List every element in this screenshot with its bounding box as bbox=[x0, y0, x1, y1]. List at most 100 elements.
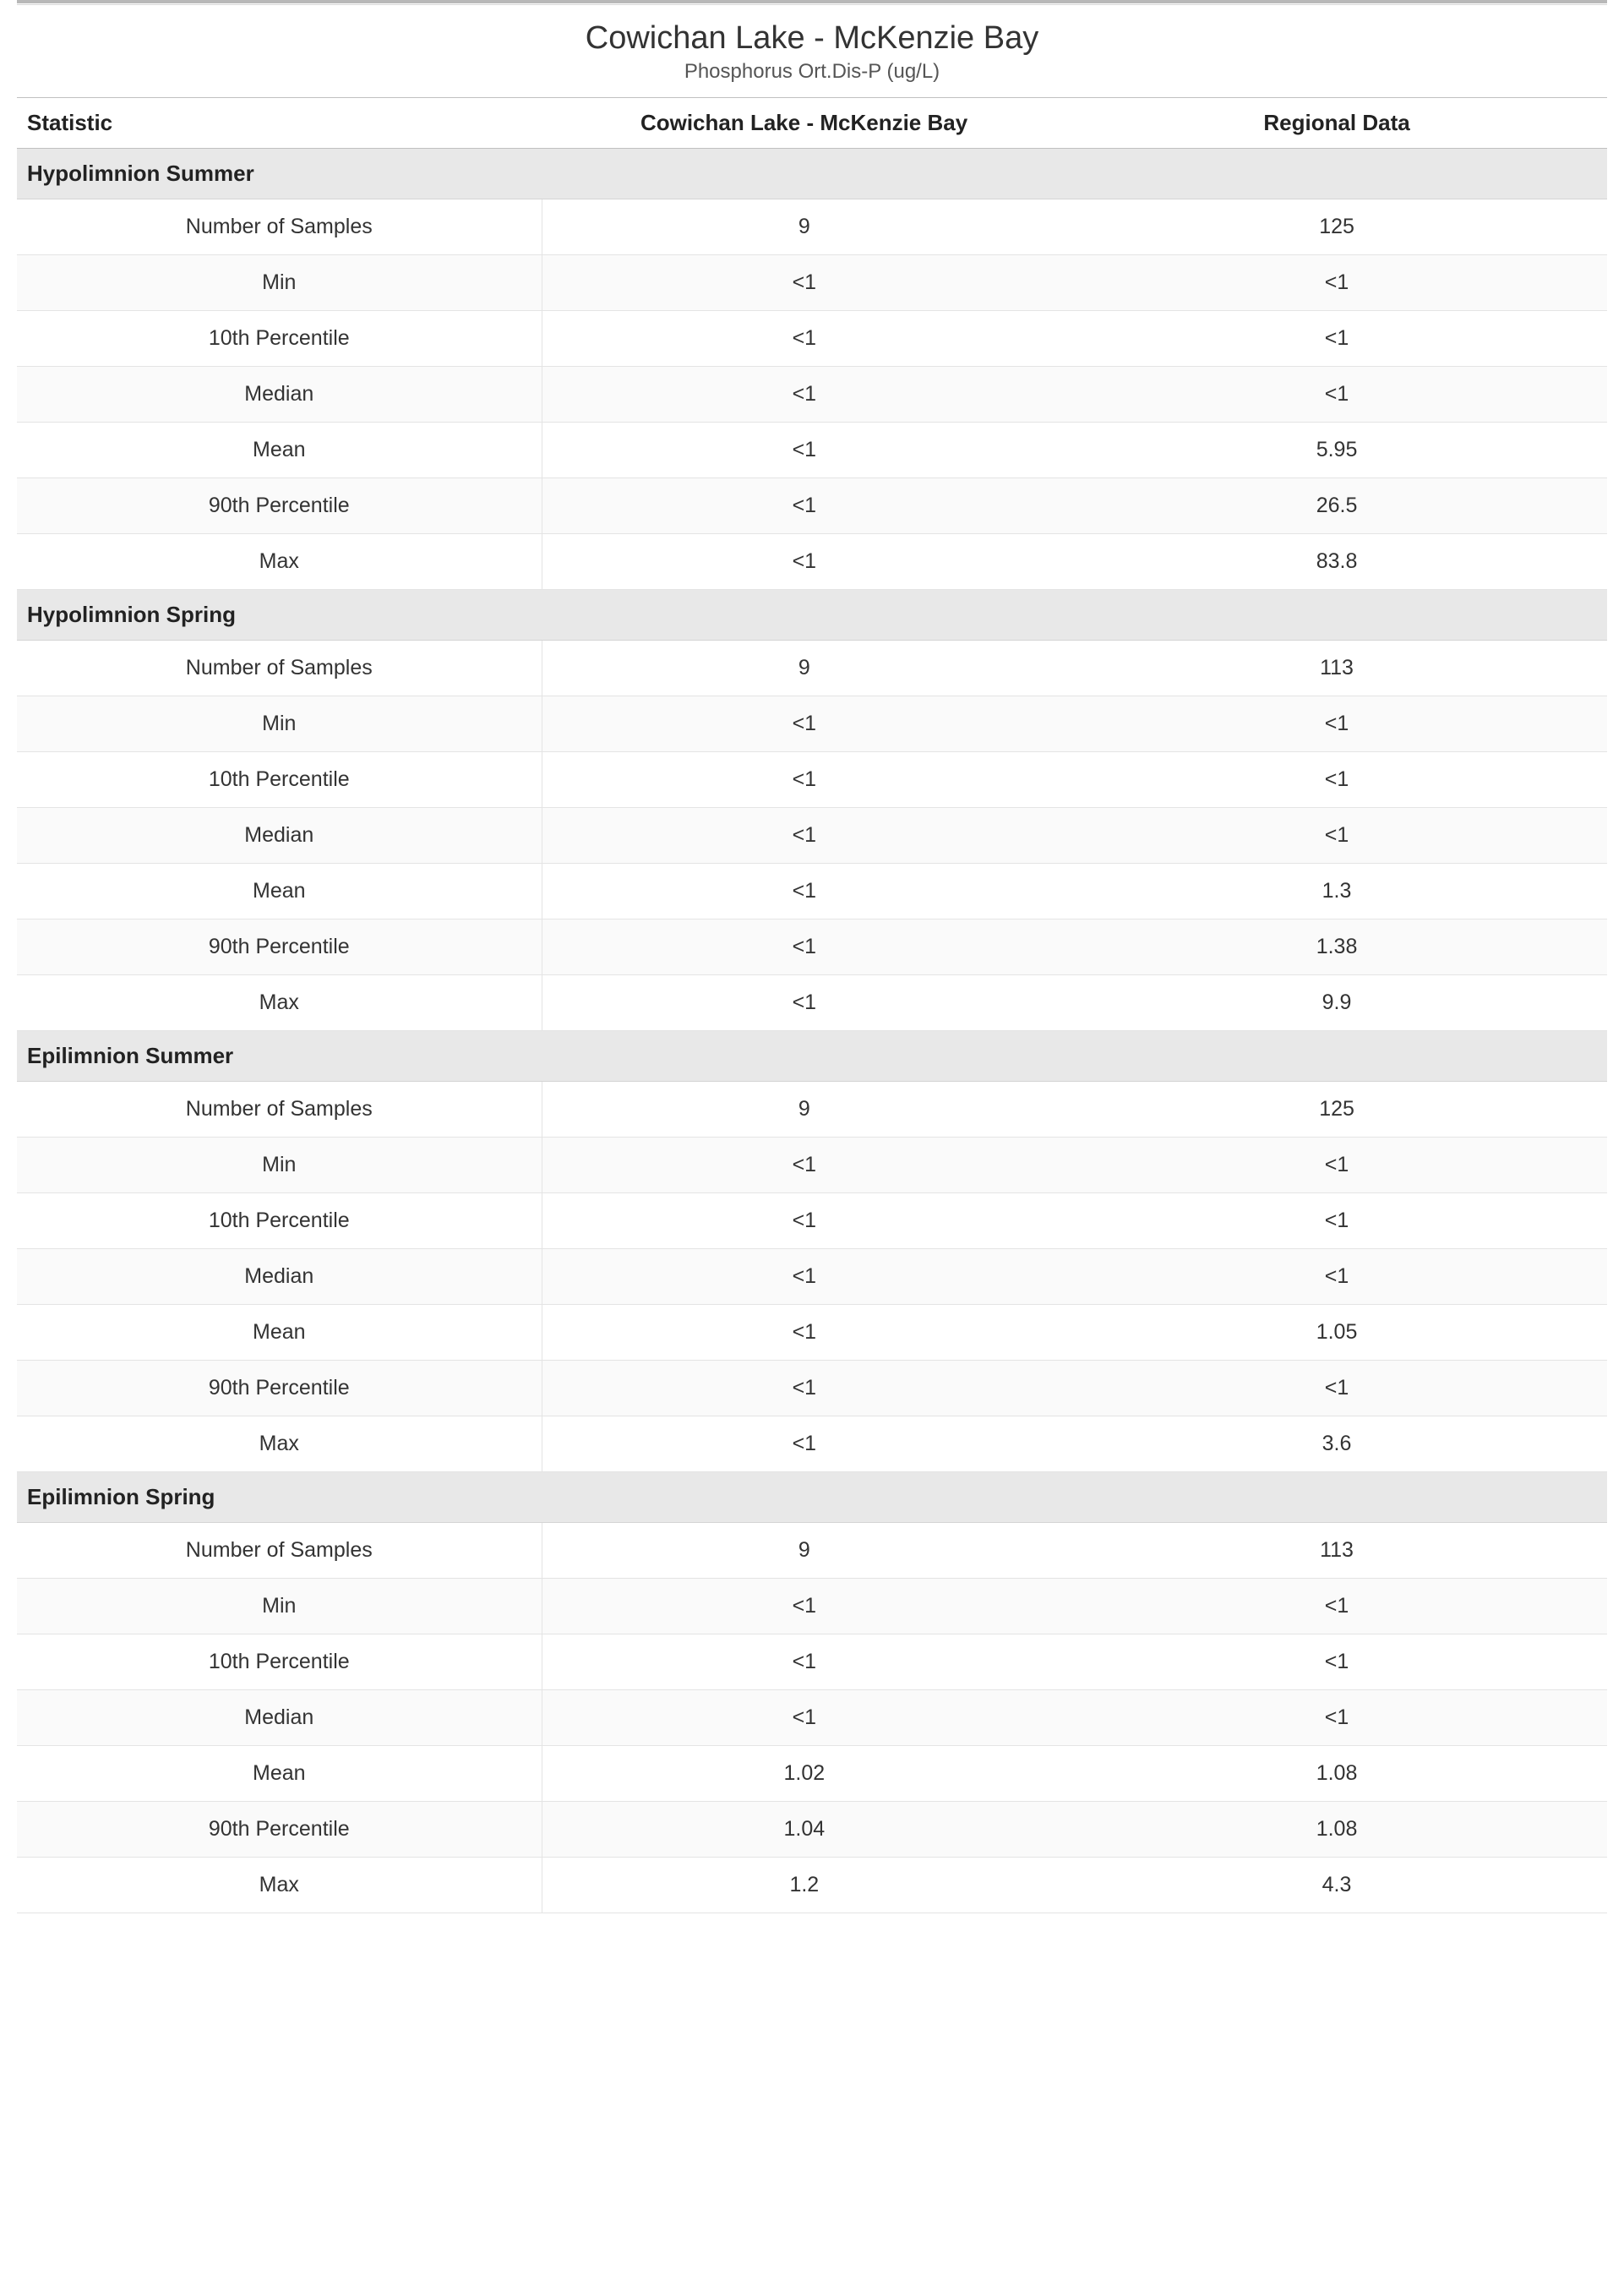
table-row: Number of Samples9113 bbox=[17, 1523, 1607, 1579]
stat-label-cell: Max bbox=[17, 975, 542, 1031]
site-value-cell: <1 bbox=[542, 1579, 1066, 1634]
table-row: Max<13.6 bbox=[17, 1416, 1607, 1472]
table-row: Max1.24.3 bbox=[17, 1858, 1607, 1913]
site-value-cell: <1 bbox=[542, 1361, 1066, 1416]
site-value-cell: <1 bbox=[542, 975, 1066, 1031]
table-body: Hypolimnion SummerNumber of Samples9125M… bbox=[17, 149, 1607, 1913]
stat-label-cell: Min bbox=[17, 1579, 542, 1634]
stat-label-cell: Max bbox=[17, 1416, 542, 1472]
stat-label-cell: 10th Percentile bbox=[17, 752, 542, 808]
site-value-cell: <1 bbox=[542, 1416, 1066, 1472]
site-value-cell: <1 bbox=[542, 1249, 1066, 1305]
page-subtitle: Phosphorus Ort.Dis-P (ug/L) bbox=[17, 60, 1607, 84]
stat-label-cell: Min bbox=[17, 696, 542, 752]
col-header-site: Cowichan Lake - McKenzie Bay bbox=[542, 98, 1066, 149]
table-row: Median<1<1 bbox=[17, 808, 1607, 864]
table-row: Number of Samples9125 bbox=[17, 199, 1607, 255]
table-row: Mean<11.3 bbox=[17, 864, 1607, 919]
table-row: Min<1<1 bbox=[17, 696, 1607, 752]
table-row: 10th Percentile<1<1 bbox=[17, 311, 1607, 367]
site-value-cell: 1.02 bbox=[542, 1746, 1066, 1802]
section-header-cell: Hypolimnion Summer bbox=[17, 149, 1607, 199]
table-row: Max<19.9 bbox=[17, 975, 1607, 1031]
stat-label-cell: Number of Samples bbox=[17, 199, 542, 255]
stat-label-cell: Min bbox=[17, 1138, 542, 1193]
region-value-cell: 83.8 bbox=[1066, 534, 1607, 590]
site-value-cell: <1 bbox=[542, 367, 1066, 423]
stat-label-cell: Mean bbox=[17, 423, 542, 478]
region-value-cell: <1 bbox=[1066, 752, 1607, 808]
stat-label-cell: 90th Percentile bbox=[17, 1802, 542, 1858]
region-value-cell: <1 bbox=[1066, 1138, 1607, 1193]
table-row: 90th Percentile<1<1 bbox=[17, 1361, 1607, 1416]
region-value-cell: 1.05 bbox=[1066, 1305, 1607, 1361]
region-value-cell: <1 bbox=[1066, 1690, 1607, 1746]
site-value-cell: 1.04 bbox=[542, 1802, 1066, 1858]
page-title: Cowichan Lake - McKenzie Bay bbox=[17, 20, 1607, 57]
stat-label-cell: 10th Percentile bbox=[17, 1634, 542, 1690]
site-value-cell: 1.2 bbox=[542, 1858, 1066, 1913]
region-value-cell: 113 bbox=[1066, 641, 1607, 696]
stat-label-cell: Max bbox=[17, 1858, 542, 1913]
stat-label-cell: Number of Samples bbox=[17, 1523, 542, 1579]
region-value-cell: 125 bbox=[1066, 1082, 1607, 1138]
stat-label-cell: Median bbox=[17, 1249, 542, 1305]
table-row: Median<1<1 bbox=[17, 1249, 1607, 1305]
table-row: Number of Samples9113 bbox=[17, 641, 1607, 696]
region-value-cell: <1 bbox=[1066, 1579, 1607, 1634]
stat-label-cell: Number of Samples bbox=[17, 1082, 542, 1138]
region-value-cell: 1.08 bbox=[1066, 1746, 1607, 1802]
site-value-cell: <1 bbox=[542, 1690, 1066, 1746]
stat-label-cell: 90th Percentile bbox=[17, 478, 542, 534]
col-header-statistic: Statistic bbox=[17, 98, 542, 149]
table-row: 10th Percentile<1<1 bbox=[17, 1634, 1607, 1690]
site-value-cell: <1 bbox=[542, 696, 1066, 752]
site-value-cell: <1 bbox=[542, 864, 1066, 919]
region-value-cell: 1.08 bbox=[1066, 1802, 1607, 1858]
region-value-cell: 4.3 bbox=[1066, 1858, 1607, 1913]
table-row: Min<1<1 bbox=[17, 255, 1607, 311]
region-value-cell: <1 bbox=[1066, 1634, 1607, 1690]
stat-label-cell: Mean bbox=[17, 864, 542, 919]
stat-label-cell: Number of Samples bbox=[17, 641, 542, 696]
table-row: Mean<15.95 bbox=[17, 423, 1607, 478]
region-value-cell: 1.38 bbox=[1066, 919, 1607, 975]
stat-label-cell: Median bbox=[17, 808, 542, 864]
stat-label-cell: Min bbox=[17, 255, 542, 311]
table-row: Number of Samples9125 bbox=[17, 1082, 1607, 1138]
region-value-cell: <1 bbox=[1066, 1249, 1607, 1305]
stat-label-cell: Mean bbox=[17, 1305, 542, 1361]
section-header-cell: Hypolimnion Spring bbox=[17, 590, 1607, 641]
stat-label-cell: Median bbox=[17, 367, 542, 423]
table-row: Median<1<1 bbox=[17, 1690, 1607, 1746]
table-row: Mean1.021.08 bbox=[17, 1746, 1607, 1802]
col-header-region: Regional Data bbox=[1066, 98, 1607, 149]
top-rule bbox=[17, 0, 1607, 5]
region-value-cell: <1 bbox=[1066, 696, 1607, 752]
site-value-cell: <1 bbox=[542, 1138, 1066, 1193]
section-header-row: Epilimnion Summer bbox=[17, 1031, 1607, 1082]
stat-label-cell: Median bbox=[17, 1690, 542, 1746]
site-value-cell: <1 bbox=[542, 919, 1066, 975]
region-value-cell: <1 bbox=[1066, 808, 1607, 864]
stats-table: Statistic Cowichan Lake - McKenzie Bay R… bbox=[17, 97, 1607, 1913]
site-value-cell: <1 bbox=[542, 752, 1066, 808]
site-value-cell: 9 bbox=[542, 641, 1066, 696]
section-header-row: Hypolimnion Spring bbox=[17, 590, 1607, 641]
table-header-row: Statistic Cowichan Lake - McKenzie Bay R… bbox=[17, 98, 1607, 149]
section-header-row: Epilimnion Spring bbox=[17, 1472, 1607, 1523]
region-value-cell: <1 bbox=[1066, 1193, 1607, 1249]
region-value-cell: <1 bbox=[1066, 311, 1607, 367]
site-value-cell: <1 bbox=[542, 423, 1066, 478]
site-value-cell: <1 bbox=[542, 808, 1066, 864]
region-value-cell: 113 bbox=[1066, 1523, 1607, 1579]
site-value-cell: 9 bbox=[542, 199, 1066, 255]
section-header-row: Hypolimnion Summer bbox=[17, 149, 1607, 199]
site-value-cell: <1 bbox=[542, 1305, 1066, 1361]
region-value-cell: 5.95 bbox=[1066, 423, 1607, 478]
region-value-cell: 1.3 bbox=[1066, 864, 1607, 919]
page: Cowichan Lake - McKenzie Bay Phosphorus … bbox=[0, 0, 1624, 1947]
stat-label-cell: 90th Percentile bbox=[17, 1361, 542, 1416]
region-value-cell: 3.6 bbox=[1066, 1416, 1607, 1472]
section-header-cell: Epilimnion Summer bbox=[17, 1031, 1607, 1082]
